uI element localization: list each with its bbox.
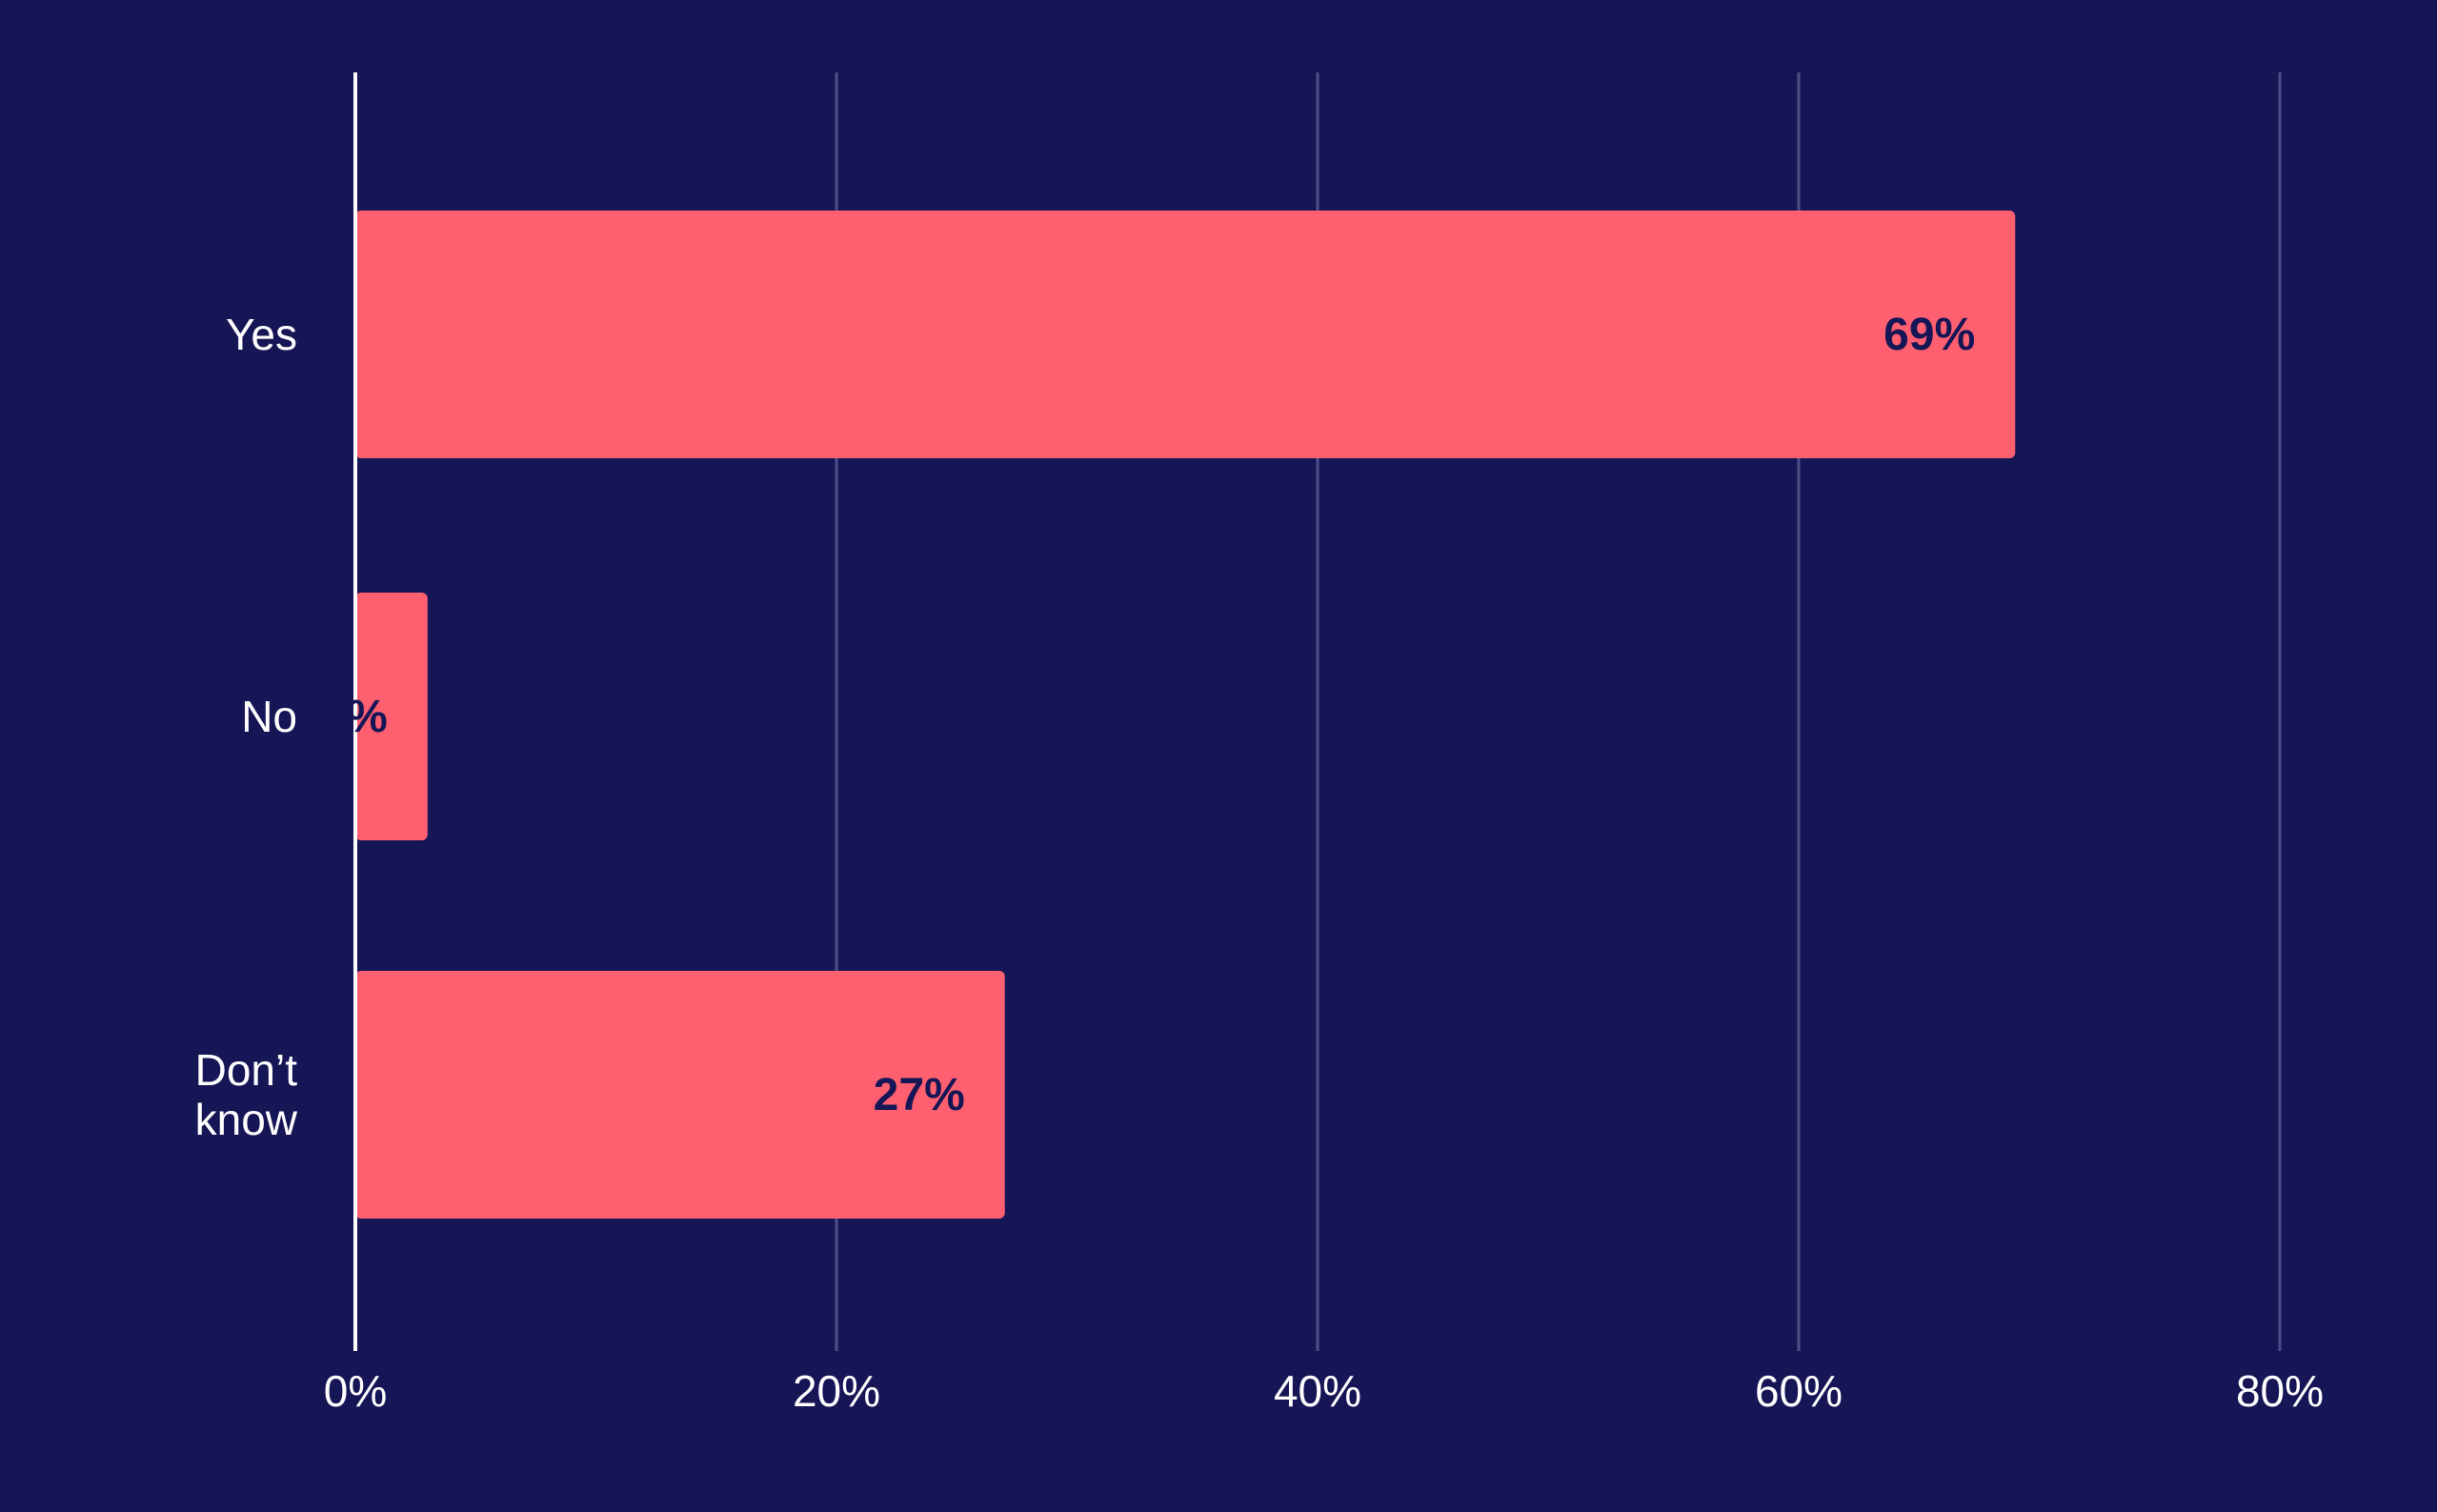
value-label: 69% <box>1883 310 1975 360</box>
category-label-line: know <box>195 1095 298 1144</box>
x-tick-label: 60% <box>1755 1366 1843 1416</box>
bars <box>355 211 2016 1219</box>
x-tick-label: 0% <box>324 1366 387 1416</box>
category-label-line: Don’t <box>195 1045 298 1095</box>
x-tick-label: 40% <box>1274 1366 1361 1416</box>
x-tick-label: 80% <box>2236 1366 2324 1416</box>
category-label-line: No <box>241 692 297 741</box>
category-label-line: Yes <box>226 310 297 359</box>
category-label: No <box>241 692 297 741</box>
category-label: Don’t know <box>195 1045 298 1144</box>
x-tick-labels: 0% 20% 40% 60% 80% <box>324 1366 2324 1416</box>
value-label: 27% <box>874 1070 965 1120</box>
category-label: Yes <box>226 310 297 359</box>
category-labels: Yes No Don’t know <box>195 310 298 1144</box>
x-tick-label: 20% <box>793 1366 880 1416</box>
bar-no <box>355 593 428 840</box>
bar-yes <box>355 211 2016 458</box>
value-labels: 69% 3% 27% <box>321 310 1975 1120</box>
value-label: 3% <box>321 692 387 742</box>
bar-don-t-know <box>355 971 1005 1219</box>
